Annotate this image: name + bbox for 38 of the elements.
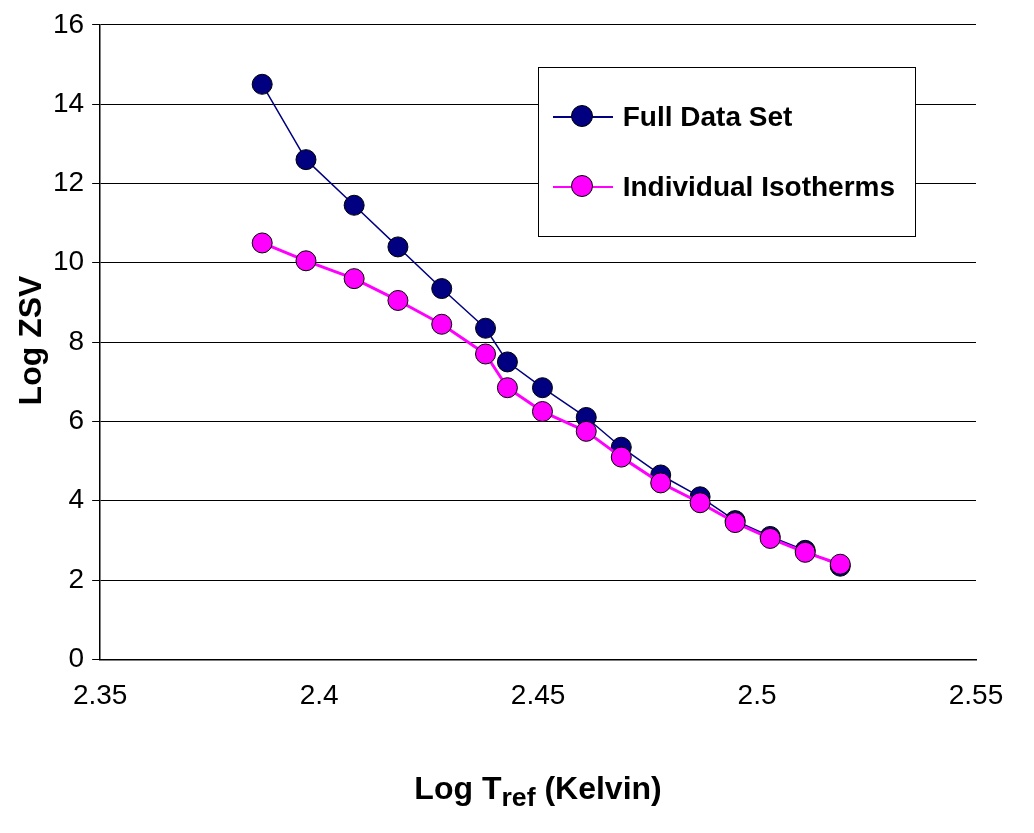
point: [475, 317, 497, 339]
point: [251, 232, 273, 254]
point: [387, 289, 409, 311]
y-tick-label: 8: [68, 324, 85, 356]
point: [496, 377, 518, 399]
point: [610, 446, 632, 468]
point: [387, 236, 409, 258]
y-tick-label: 0: [68, 642, 85, 674]
x-tick-label: 2.45: [510, 678, 566, 710]
point: [295, 250, 317, 272]
point: [343, 194, 365, 216]
point: [531, 401, 553, 423]
point: [531, 377, 553, 399]
legend-label: Full Data Set: [622, 100, 793, 133]
point: [475, 343, 497, 365]
x-tick-label: 2.35: [72, 678, 128, 710]
point: [295, 149, 317, 171]
y-tick-label: 4: [68, 483, 85, 515]
point: [689, 492, 711, 514]
y-tick-label: 12: [52, 166, 85, 198]
point: [575, 420, 597, 442]
y-axis-title: Log ZSV: [11, 274, 49, 408]
x-tick-label: 2.4: [299, 678, 339, 710]
x-axis-title: Log T$_{ref}$ (Kelvin): [413, 770, 663, 814]
point: [251, 73, 273, 95]
y-tick-label: 6: [68, 404, 85, 436]
y-tick-label: 10: [52, 245, 85, 277]
y-tick-label: 14: [52, 86, 85, 118]
point: [343, 268, 365, 290]
point: [650, 472, 672, 494]
point: [431, 313, 453, 335]
y-tick-label: 16: [52, 7, 85, 39]
legend-label: Individual Isotherms: [622, 170, 895, 203]
y-tick-label: 2: [68, 562, 85, 594]
point: [496, 351, 518, 373]
point: [431, 278, 453, 300]
x-tick-label: 2.5: [737, 678, 777, 710]
x-tick-label: 2.55: [948, 678, 1004, 710]
